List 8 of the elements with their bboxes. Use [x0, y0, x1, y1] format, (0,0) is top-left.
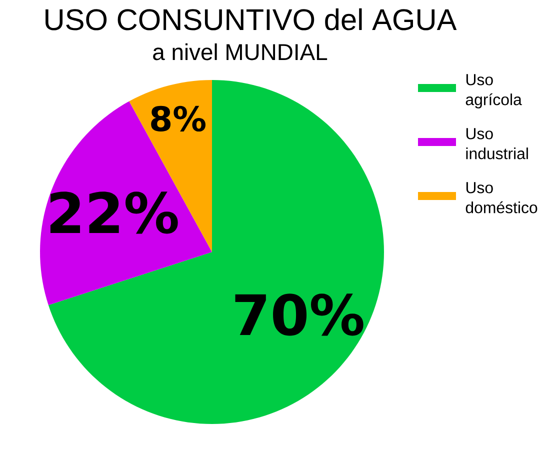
- legend-label: Uso industrial: [466, 128, 528, 160]
- data-label: 22%: [50, 192, 178, 234]
- chart-title: USO CONSUNTIVO del AGUA: [46, 8, 457, 30]
- data-label: 8%: [151, 106, 206, 132]
- chart-subtitle: a nivel MUNDIAL: [153, 43, 328, 60]
- legend-label: Uso agrícola: [466, 74, 522, 108]
- legend-label: Uso doméstico: [466, 182, 538, 214]
- data-label: 70%: [235, 294, 364, 336]
